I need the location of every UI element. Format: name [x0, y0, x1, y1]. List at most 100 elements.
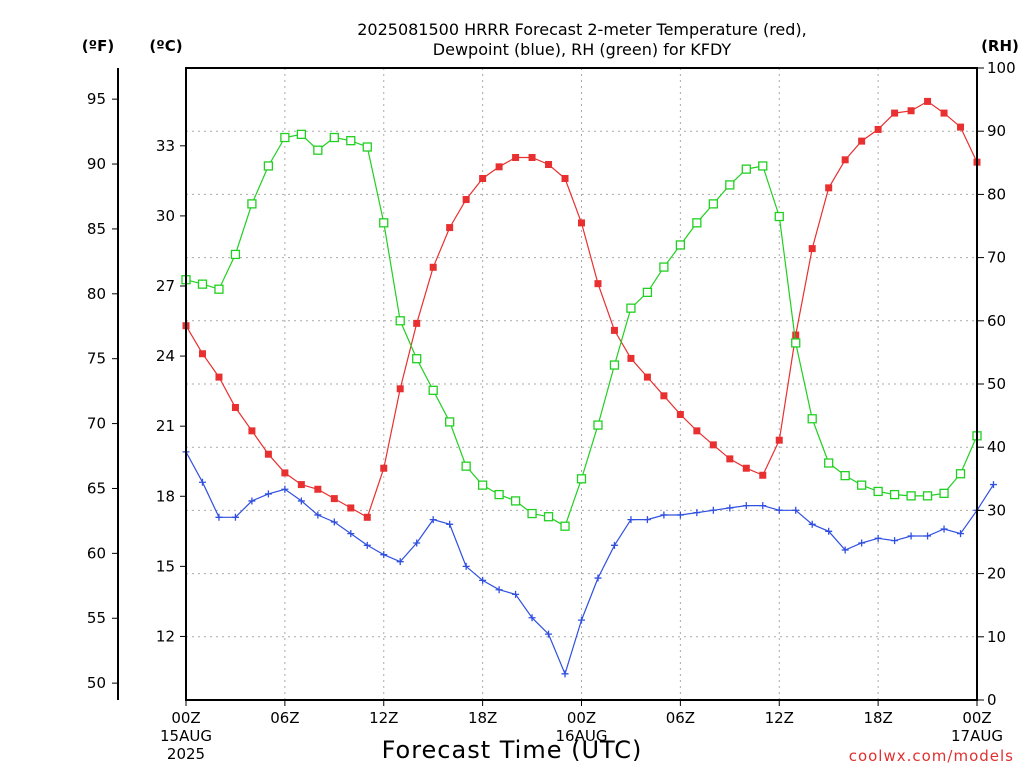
rh-point	[313, 145, 323, 155]
temperature-point	[907, 107, 915, 115]
rh-point	[428, 385, 438, 395]
rh-point	[247, 199, 257, 209]
x-tick-label: 18Z	[468, 709, 497, 727]
temperature-point	[446, 224, 454, 232]
temperature-point	[858, 137, 866, 145]
dewpoint-point	[989, 481, 997, 489]
rh-point	[296, 129, 307, 140]
rh-point	[576, 474, 587, 484]
dewpoint-point	[297, 497, 305, 505]
dewpoint-point	[248, 497, 256, 505]
temperature-point	[957, 123, 965, 131]
temperature-point	[627, 354, 635, 362]
rh-point	[675, 240, 686, 250]
temperature-point	[380, 464, 388, 472]
rh-point	[791, 338, 801, 348]
dewpoint-point	[215, 513, 223, 521]
temperature-point	[330, 495, 338, 503]
temperature-point	[429, 263, 437, 271]
dewpoint-point	[281, 485, 289, 493]
dewpoint-point	[924, 532, 932, 540]
chart-title-line-2: Dewpoint (blue), RH (green) for KFDY	[433, 40, 732, 59]
fahrenheit-tick-label: 85	[87, 220, 106, 238]
rh-point	[510, 496, 521, 506]
dewpoint-point	[676, 511, 684, 519]
temperature-point	[413, 319, 421, 327]
dewpoint-point	[198, 478, 206, 486]
dewpoint-point	[825, 527, 833, 535]
dewpoint-point	[561, 670, 569, 678]
temperature-point	[363, 513, 371, 521]
rh-tick-label: 90	[987, 122, 1006, 140]
rh-unit-label: (RH)	[981, 37, 1019, 55]
rh-point	[774, 211, 784, 222]
temperature-point	[874, 125, 882, 133]
dewpoint-line	[185, 451, 995, 676]
fahrenheit-tick-label: 70	[87, 415, 106, 433]
dewpoint-point	[330, 518, 338, 526]
rh-tick-label: 30	[987, 501, 1006, 519]
temperature-point	[297, 481, 305, 489]
temperature-point	[726, 455, 734, 463]
temperature-point	[676, 410, 684, 418]
rh-point	[873, 486, 883, 497]
temperature-point	[281, 469, 289, 477]
dewpoint-point	[610, 541, 618, 549]
dewpoint-point	[231, 513, 239, 521]
x-tick-label: 2025	[167, 745, 205, 763]
x-tick-label: 18Z	[863, 709, 892, 727]
series-layer	[181, 97, 997, 678]
rh-tick-label: 20	[987, 565, 1006, 583]
x-tick-label: 00Z	[962, 709, 991, 727]
rh-point	[197, 279, 208, 289]
chart-title-line-1: 2025081500 HRRR Forecast 2-meter Tempera…	[357, 20, 807, 39]
rh-tick-label: 40	[987, 438, 1006, 456]
x-tick-label: 16AUG	[556, 727, 608, 745]
dewpoint-point	[512, 590, 520, 598]
rh-tick-label: 100	[987, 59, 1016, 77]
rh-point	[609, 360, 620, 370]
temperature-point	[528, 153, 536, 161]
temperature-point	[264, 450, 272, 458]
rh-point	[445, 417, 455, 427]
x-tick-label: 17AUG	[951, 727, 1003, 745]
rh-point	[708, 199, 718, 209]
temperature-point	[742, 464, 750, 472]
rh-line	[185, 133, 978, 528]
rh-point	[725, 180, 735, 190]
celsius-tick-label: 12	[156, 627, 175, 645]
rh-tick-label: 0	[987, 691, 997, 709]
dewpoint-point	[808, 520, 816, 528]
rh-tick-label: 50	[987, 375, 1006, 393]
dewpoint-point	[709, 506, 717, 514]
rh-point	[741, 164, 751, 174]
celsius-tick-label: 21	[156, 417, 175, 435]
dewpoint-point	[775, 506, 783, 514]
dewpoint-point	[742, 502, 750, 510]
temperature-point	[610, 326, 618, 334]
temperature-point	[495, 163, 503, 171]
temperature-point	[578, 219, 585, 227]
temperature-point	[462, 196, 470, 204]
x-tick-label: 06Z	[270, 709, 299, 727]
temperature-point	[841, 156, 849, 164]
dewpoint-point	[874, 534, 882, 542]
x-tick-label: 15AUG	[160, 727, 212, 745]
dewpoint-point	[643, 516, 651, 524]
temperature-point	[248, 427, 256, 435]
celsius-unit-label: (ºC)	[149, 37, 182, 55]
rh-point	[362, 142, 372, 152]
rh-point	[939, 488, 949, 498]
rh-point	[922, 491, 933, 501]
rh-point	[379, 218, 389, 228]
rh-point	[955, 469, 966, 479]
celsius-tick-label: 30	[156, 207, 175, 225]
temperature-point	[825, 184, 833, 192]
temperature-point	[891, 109, 899, 117]
rh-point	[346, 136, 356, 146]
dewpoint-point	[347, 530, 355, 538]
fahrenheit-tick-label: 80	[87, 285, 106, 303]
dewpoint-point	[858, 539, 866, 547]
celsius-tick-label: 33	[156, 137, 175, 155]
